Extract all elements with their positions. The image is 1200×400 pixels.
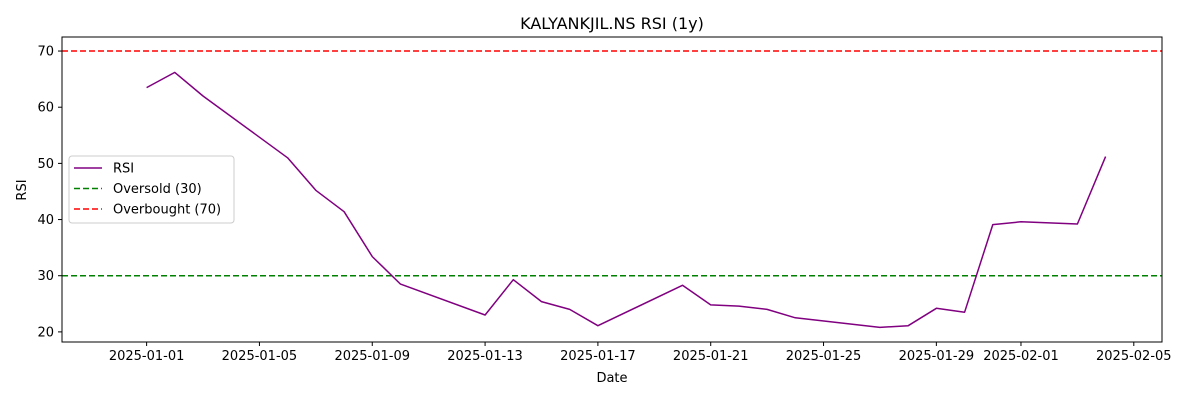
y-tick-label: 70 <box>37 45 54 60</box>
x-tick-label: 2025-02-01 <box>983 349 1059 364</box>
x-axis-label: Date <box>596 371 627 386</box>
y-axis-label: RSI <box>15 179 30 200</box>
x-tick-label: 2025-01-05 <box>222 349 298 364</box>
legend-label: Overbought (70) <box>113 203 221 218</box>
x-tick-label: 2025-01-13 <box>447 349 523 364</box>
legend-label: RSI <box>113 162 134 177</box>
x-tick-label: 2025-01-09 <box>334 349 410 364</box>
legend-box <box>68 155 235 224</box>
x-tick-label: 2025-02-05 <box>1096 349 1172 364</box>
y-tick-label: 20 <box>37 325 54 340</box>
x-tick-label: 2025-01-29 <box>899 349 975 364</box>
series-lines <box>146 71 1107 329</box>
reference-lines <box>62 50 1162 277</box>
y-tick-label: 60 <box>37 101 54 116</box>
x-tick-label: 2025-01-01 <box>109 349 185 364</box>
legend-label: Oversold (30) <box>113 182 202 197</box>
chart-title: KALYANKJIL.NS RSI (1y) <box>520 14 704 33</box>
y-axis-ticks: 20 30 40 50 60 70 <box>37 45 62 340</box>
x-tick-label: 2025-01-21 <box>673 349 749 364</box>
y-tick-label: 40 <box>37 213 54 228</box>
plot-frame <box>61 36 1163 343</box>
legend: RSI Oversold (30) Overbought (70) <box>68 155 235 224</box>
series-line-rsi <box>146 71 1107 329</box>
y-tick-label: 30 <box>37 269 54 284</box>
x-tick-label: 2025-01-17 <box>560 349 636 364</box>
x-tick-label: 2025-01-25 <box>786 349 862 364</box>
x-axis-ticks: 2025-01-01 2025-01-05 2025-01-09 2025-01-13… <box>109 342 1172 364</box>
y-tick-label: 50 <box>37 157 54 172</box>
